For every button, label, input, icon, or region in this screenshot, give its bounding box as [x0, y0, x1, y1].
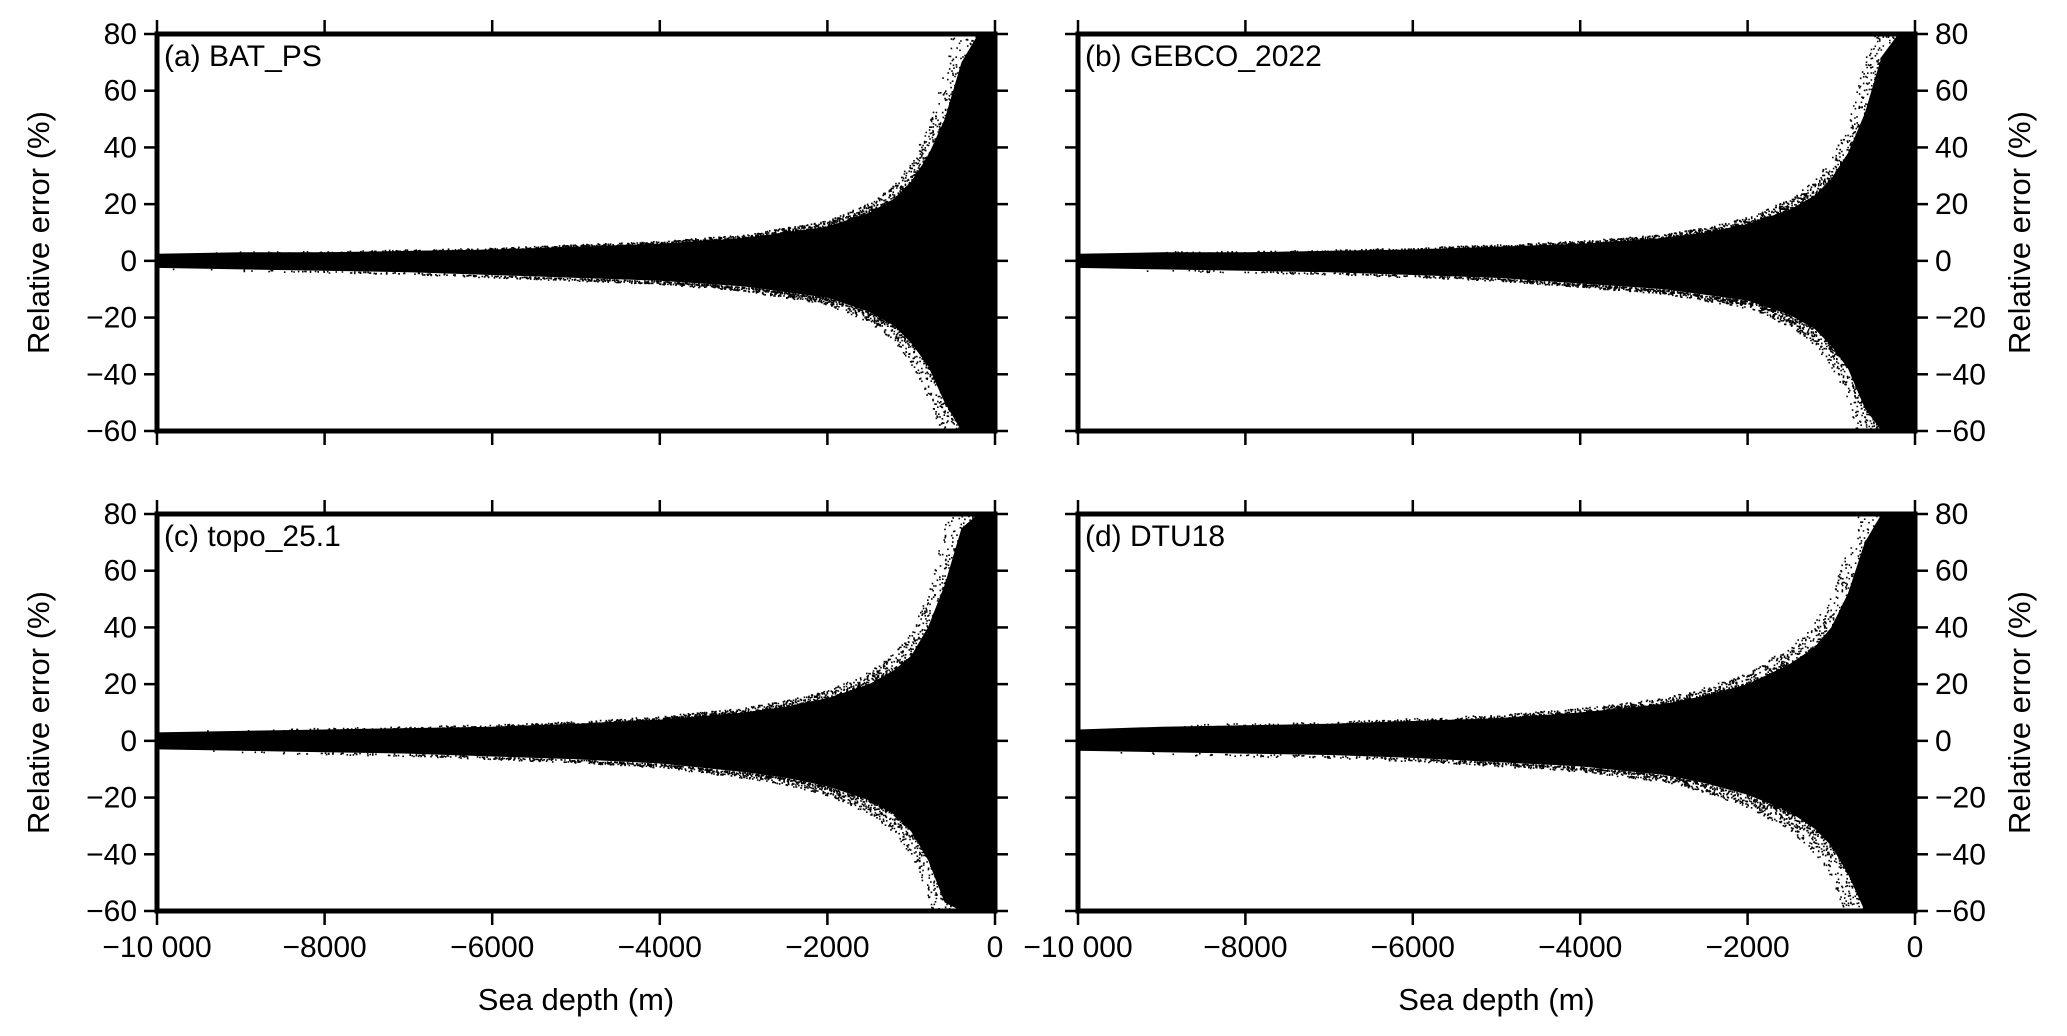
y-tick-label: −60 — [86, 415, 137, 448]
y-tick-label: 20 — [104, 668, 137, 701]
y-tick-label: 0 — [120, 245, 137, 278]
scatter-envelope — [157, 514, 995, 911]
y-axis-title: Relative error (%) — [2002, 111, 2037, 354]
y-tick-label: 80 — [104, 498, 137, 531]
x-tick-label: −8000 — [282, 931, 366, 964]
scatter-points — [1078, 514, 1915, 911]
x-tick-label: −2000 — [785, 931, 869, 964]
y-tick-label: 60 — [104, 555, 137, 588]
panel-3: −10 000 −8000 −6000 −4000 −2000 0 −60 −40 −20 0 20… — [21, 498, 1008, 1017]
x-tick-label: −4000 — [1538, 931, 1622, 964]
y-tick-label: 20 — [1935, 668, 1968, 701]
x-axis-title: Sea depth (m) — [478, 982, 674, 1017]
x-tick-label: −6000 — [1371, 931, 1455, 964]
plot-frame — [154, 511, 998, 914]
panel-label: (d) DTU18 — [1085, 520, 1225, 553]
plot-frame — [1075, 31, 1918, 434]
y-tick-label: 60 — [104, 75, 137, 108]
y-tick-label: −60 — [86, 895, 137, 928]
plot-frame — [1075, 511, 1918, 914]
y-tick-label: 60 — [1935, 75, 1968, 108]
y-axis-title: Relative error (%) — [2002, 591, 2037, 834]
scatter-envelope — [157, 34, 995, 431]
y-tick-label: 20 — [104, 188, 137, 221]
x-tick-label: −10 000 — [1023, 931, 1132, 964]
y-tick-label: 40 — [1935, 611, 1968, 644]
scatter-points — [1078, 34, 1915, 431]
y-tick-label: −60 — [1935, 415, 1986, 448]
y-tick-label: −20 — [1935, 782, 1986, 815]
y-tick-label: 60 — [1935, 555, 1968, 588]
x-tick-label: −2000 — [1705, 931, 1789, 964]
y-tick-label: 80 — [1935, 498, 1968, 531]
y-tick-label: −20 — [86, 782, 137, 815]
y-tick-label: 0 — [1935, 725, 1952, 758]
y-tick-label: 40 — [1935, 131, 1968, 164]
y-tick-label: 80 — [104, 18, 137, 51]
panel-1: −60 −40 −20 0 20 40 60 80 Relative error (%) (a) … — [21, 18, 1008, 448]
x-tick-label: −4000 — [618, 931, 702, 964]
y-tick-label: −40 — [1935, 358, 1986, 391]
x-tick-label: −6000 — [450, 931, 534, 964]
y-tick-label: −40 — [86, 838, 137, 871]
panel-label: (b) GEBCO_2022 — [1085, 40, 1322, 73]
y-axis-title: Relative error (%) — [21, 111, 56, 354]
x-axis-title: Sea depth (m) — [1398, 982, 1594, 1017]
y-tick-label: −60 — [1935, 895, 1986, 928]
scatter-points — [157, 514, 995, 911]
panel-label: (c) topo_25.1 — [164, 520, 341, 553]
y-tick-label: −40 — [1935, 838, 1986, 871]
y-tick-label: 0 — [1935, 245, 1952, 278]
scatter-envelope — [1078, 514, 1915, 911]
x-tick-label: −8000 — [1203, 931, 1287, 964]
x-tick-label: −10 000 — [102, 931, 211, 964]
y-tick-label: 40 — [104, 131, 137, 164]
panel-label: (a) BAT_PS — [164, 40, 322, 73]
x-tick-label: 0 — [987, 931, 1004, 964]
scatter-points — [157, 34, 995, 431]
panel-2: −60 −40 −20 0 20 40 60 80 Relative error (%) (b) … — [1065, 18, 2037, 448]
y-tick-label: 40 — [104, 611, 137, 644]
plot-frame — [154, 31, 998, 434]
y-tick-label: −20 — [1935, 302, 1986, 335]
y-axis-title: Relative error (%) — [21, 591, 56, 834]
y-tick-label: 80 — [1935, 18, 1968, 51]
y-tick-label: −20 — [86, 302, 137, 335]
x-tick-label: 0 — [1907, 931, 1924, 964]
scatter-envelope — [1078, 34, 1915, 431]
y-tick-label: 20 — [1935, 188, 1968, 221]
panel-4: −10 000 −8000 −6000 −4000 −2000 0 −60 −40 −20 0 20… — [1023, 498, 2037, 1017]
y-tick-label: −40 — [86, 358, 137, 391]
y-tick-label: 0 — [120, 725, 137, 758]
